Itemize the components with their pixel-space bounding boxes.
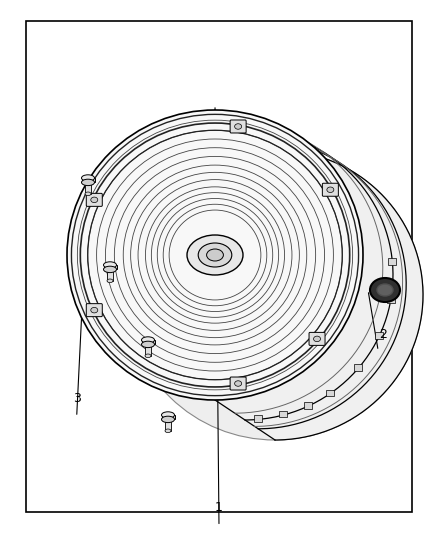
Ellipse shape <box>103 266 117 272</box>
Ellipse shape <box>67 110 363 400</box>
FancyBboxPatch shape <box>81 178 95 182</box>
Ellipse shape <box>162 416 174 423</box>
Bar <box>389 259 396 265</box>
Ellipse shape <box>91 308 98 313</box>
Ellipse shape <box>207 249 223 261</box>
Ellipse shape <box>162 412 174 418</box>
Ellipse shape <box>103 262 117 268</box>
FancyBboxPatch shape <box>141 340 155 344</box>
Bar <box>375 332 383 338</box>
Bar <box>304 402 311 409</box>
Bar <box>254 415 262 422</box>
FancyBboxPatch shape <box>322 183 338 196</box>
Ellipse shape <box>141 341 155 348</box>
Ellipse shape <box>235 381 242 386</box>
Bar <box>354 364 362 370</box>
Ellipse shape <box>81 175 95 181</box>
FancyBboxPatch shape <box>103 265 117 269</box>
Text: 2: 2 <box>379 328 387 341</box>
Ellipse shape <box>141 337 155 343</box>
Ellipse shape <box>370 278 400 302</box>
Bar <box>26 21 412 512</box>
Bar <box>145 343 151 356</box>
FancyBboxPatch shape <box>86 304 102 317</box>
Ellipse shape <box>81 179 95 185</box>
Ellipse shape <box>127 150 423 440</box>
FancyBboxPatch shape <box>230 377 246 390</box>
Ellipse shape <box>377 284 393 296</box>
Bar <box>85 181 91 194</box>
Bar <box>326 390 334 396</box>
Bar <box>165 418 171 431</box>
Ellipse shape <box>85 192 91 196</box>
Bar <box>107 268 113 281</box>
FancyBboxPatch shape <box>309 333 325 345</box>
Ellipse shape <box>198 243 232 267</box>
Ellipse shape <box>187 235 243 275</box>
Ellipse shape <box>314 336 321 342</box>
Ellipse shape <box>235 124 242 129</box>
Bar <box>279 411 287 417</box>
FancyBboxPatch shape <box>86 193 102 206</box>
Ellipse shape <box>145 354 151 358</box>
Polygon shape <box>215 112 423 440</box>
Ellipse shape <box>107 279 113 282</box>
Bar <box>387 296 395 303</box>
FancyBboxPatch shape <box>162 415 174 419</box>
Ellipse shape <box>327 187 334 192</box>
Text: 1: 1 <box>215 502 223 514</box>
Text: 3: 3 <box>73 392 81 405</box>
Ellipse shape <box>91 197 98 203</box>
FancyBboxPatch shape <box>230 120 246 133</box>
Ellipse shape <box>165 429 171 433</box>
